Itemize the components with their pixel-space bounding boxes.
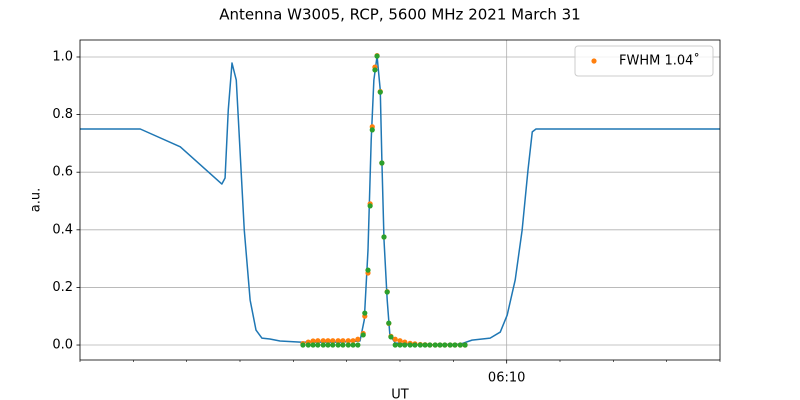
plot-frame — [79, 39, 721, 361]
scatter-point — [379, 160, 385, 166]
y-tick-label: 0.0 — [52, 338, 73, 353]
scatter-point — [432, 342, 438, 348]
y-tick-label: 0.2 — [52, 280, 73, 295]
scatter-point — [335, 342, 341, 348]
scatter-point — [360, 332, 366, 338]
y-tick-label: 1.0 — [52, 49, 73, 64]
scatter-point — [388, 334, 394, 340]
scatter-point — [315, 342, 321, 348]
scatter-point — [340, 338, 346, 344]
scatter-point — [452, 342, 458, 348]
data-line — [80, 55, 720, 346]
scatter-point — [427, 342, 433, 348]
legend-marker — [591, 58, 597, 64]
scatter-point — [377, 89, 383, 95]
scatter-point — [345, 338, 351, 344]
scatter-point — [325, 338, 331, 344]
y-tick-label: 0.4 — [52, 222, 73, 237]
scatter-point — [374, 53, 380, 59]
scatter-point — [397, 338, 403, 344]
scatter-point — [369, 127, 375, 133]
scatter-point — [437, 342, 443, 348]
scatter-point — [402, 342, 408, 348]
scatter-point — [392, 342, 398, 348]
scatter-point — [362, 310, 368, 316]
scatter-point — [412, 342, 418, 348]
scatter-point — [367, 203, 373, 209]
scatter-point — [305, 342, 311, 348]
scatter-point — [345, 342, 351, 348]
scatter-point — [330, 338, 336, 344]
scatter-point — [320, 338, 326, 344]
scatter-point — [355, 336, 361, 342]
scatter-point — [320, 342, 326, 348]
scatter-point — [457, 342, 463, 348]
scatter-point — [300, 342, 306, 348]
y-tick-label: 0.8 — [52, 107, 73, 122]
scatter-point — [365, 267, 371, 273]
scatter-point — [350, 342, 356, 348]
scatter-point — [392, 336, 398, 342]
scatter-point — [310, 342, 316, 348]
legend-box — [574, 45, 714, 77]
scatter-point — [442, 342, 448, 348]
scatter-point — [422, 342, 428, 348]
scatter-point — [355, 342, 361, 348]
legend-label: FWHM 1.04˚ — [619, 53, 700, 69]
scatter-point — [381, 234, 387, 240]
x-tick-label: 06:10 — [488, 371, 525, 386]
scatter-point — [330, 342, 336, 348]
scatter-point — [407, 342, 413, 348]
scatter-point — [372, 67, 378, 73]
scatter-point — [315, 338, 321, 344]
scatter-point — [340, 342, 346, 348]
chart-title: Antenna W3005, RCP, 5600 MHz 2021 March … — [219, 6, 580, 24]
scatter-point — [325, 342, 331, 348]
scatter-point — [397, 342, 403, 348]
scatter-point — [335, 338, 341, 344]
scatter-point — [386, 320, 392, 326]
x-axis-label: UT — [391, 388, 409, 400]
scatter-point — [417, 342, 423, 348]
y-tick-label: 0.6 — [52, 165, 73, 180]
scatter-point — [384, 289, 390, 295]
scatter-point — [447, 342, 453, 348]
scatter-point — [350, 338, 356, 344]
y-axis-label: a.u. — [29, 188, 44, 212]
scatter-point — [462, 342, 468, 348]
scatter-point — [310, 338, 316, 344]
